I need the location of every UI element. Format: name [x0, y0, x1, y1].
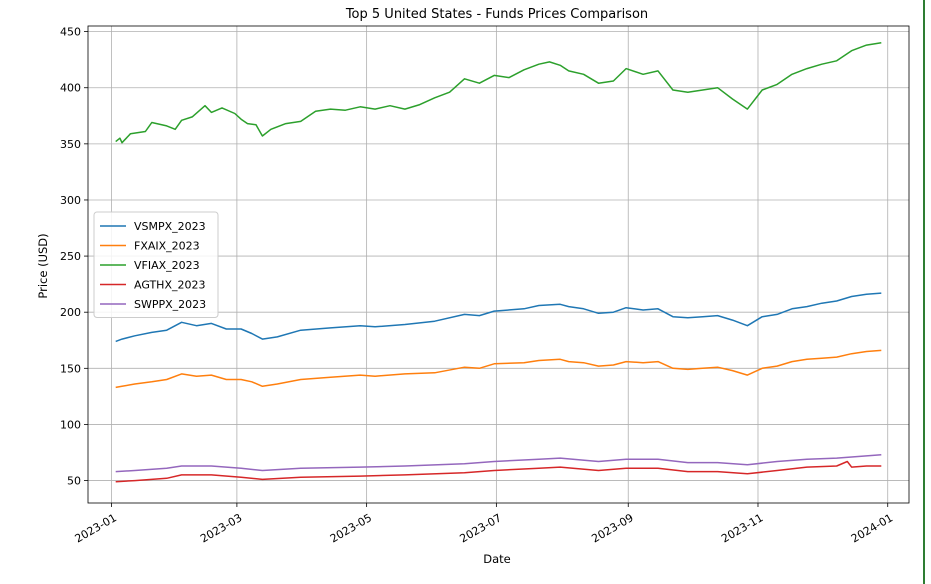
window-edge-divider — [923, 0, 925, 584]
legend-label: AGTHX_2023 — [134, 279, 205, 292]
series-line-fxaix-2023 — [115, 349, 882, 389]
series-line-vfiax-2023 — [115, 42, 882, 144]
x-axis-label: Date — [483, 552, 511, 566]
series-line-swppx-2023 — [115, 453, 882, 473]
y-tick-label: 200 — [60, 306, 81, 319]
y-tick-label: 250 — [60, 250, 81, 263]
y-tick-label: 150 — [60, 362, 81, 375]
grid-lines — [88, 26, 909, 503]
series-line-agthx-2023 — [115, 460, 882, 483]
legend-frame — [93, 211, 219, 318]
y-tick-label: 450 — [60, 26, 81, 39]
plot-area-frame — [87, 25, 910, 504]
y-tick-label: 400 — [60, 82, 81, 95]
legend-label: VFIAX_2023 — [134, 259, 200, 272]
y-tick-label: 100 — [60, 418, 81, 431]
legend-label: VSMPX_2023 — [134, 220, 206, 233]
y-tick-label: 350 — [60, 138, 81, 151]
legend: VSMPX_2023 FXAIX_2023 VFIAX_2023 AGTHX_2023… — [93, 211, 219, 318]
legend-label: FXAIX_2023 — [134, 240, 200, 253]
y-tick-label: 50 — [67, 475, 81, 488]
series-line-vsmpx-2023 — [115, 292, 882, 343]
legend-label: SWPPX_2023 — [134, 298, 206, 311]
y-axis-label: Price (USD) — [36, 233, 50, 298]
y-tick-label: 300 — [60, 194, 81, 207]
chart-title: Top 5 United States - Funds Prices Compa… — [345, 7, 648, 22]
series-lines — [115, 42, 882, 483]
